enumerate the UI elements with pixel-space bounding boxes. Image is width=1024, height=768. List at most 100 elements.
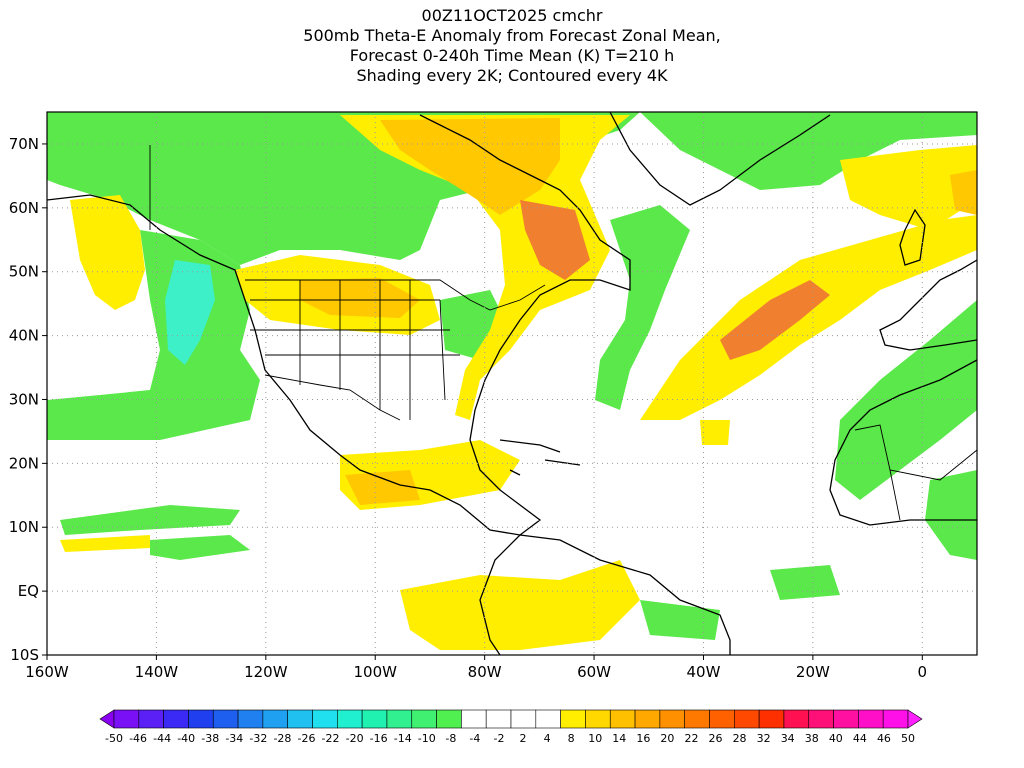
border-us-canada [245, 279, 546, 311]
colorbar-label: 16 [636, 732, 650, 745]
shade-gold-europe [950, 170, 977, 215]
colorbar-label: -26 [298, 732, 316, 745]
lat-tick-label: 50N [9, 263, 39, 281]
colorbar-swatch [411, 709, 437, 729]
coast-south-america-west [479, 534, 521, 655]
border-us-states [250, 280, 460, 420]
coast-south-america [519, 534, 731, 655]
lon-tick-label: 120W [244, 663, 288, 681]
grid-lines [47, 112, 977, 655]
lon-tick-label: 140W [135, 663, 179, 681]
title-field: 500mb Theta-E Anomaly from Forecast Zona… [303, 26, 721, 45]
colorbar-label: -10 [418, 732, 436, 745]
colorbar-swatch [212, 709, 239, 729]
colorbar-swatch [337, 709, 363, 729]
lat-tick-label: 20N [9, 454, 39, 472]
colorbar-swatch [436, 709, 462, 729]
shade-cyan-pacific [165, 260, 215, 365]
title-block: 00Z11OCT2025 cmchr 500mb Theta-E Anomaly… [0, 6, 1024, 86]
colorbar-label: 46 [877, 732, 891, 745]
shade-gold-canada [380, 118, 560, 215]
shade-green-sw-africa [925, 470, 977, 560]
colorbar-swatch [485, 709, 512, 729]
colorbar-label: 10 [588, 732, 602, 745]
lon-tick-label: 80W [468, 663, 502, 681]
title-forecast: Forecast 0-240h Time Mean (K) T=210 h [349, 46, 675, 65]
lon-tick-label: 100W [354, 663, 398, 681]
colorbar-swatch-high [907, 709, 923, 729]
colorbar-swatch [287, 709, 313, 729]
colorbar-swatch [882, 709, 909, 729]
colorbar-swatch [833, 709, 859, 729]
shade-green-tropics2 [150, 535, 250, 560]
coast-north-america [47, 114, 631, 536]
colorbar-label: 32 [757, 732, 771, 745]
colorbar-label: -38 [201, 732, 219, 745]
colorbar-label: 44 [853, 732, 867, 745]
colorbar-swatch [734, 709, 760, 729]
shade-yellow-europe [840, 145, 977, 230]
shade-yellow-pacific [70, 195, 145, 310]
colorbar-swatch-low [99, 709, 115, 729]
colorbar-label: 8 [568, 732, 575, 745]
shade-yellow-samerica [400, 560, 640, 650]
map-frame [46, 111, 978, 656]
colorbar-label: -20 [346, 732, 364, 745]
colorbar-swatch [237, 709, 264, 729]
coast-greenland [609, 112, 831, 206]
colorbar-label: -16 [370, 732, 388, 745]
shade-orange-canada [520, 200, 590, 280]
lon-tick-label: 40W [687, 663, 721, 681]
colorbar-label: 34 [781, 732, 795, 745]
colorbar-swatch [510, 709, 537, 729]
colorbar-label: 22 [684, 732, 698, 745]
lat-axis: 70N 60N 50N 40N 30N 20N 10N EQ 10S [9, 135, 47, 664]
colorbar-swatch [386, 709, 413, 729]
colorbar-swatch [659, 709, 685, 729]
colorbar-swatch [634, 709, 661, 729]
colorbar-label: 28 [733, 732, 747, 745]
colorbar-label: 26 [709, 732, 723, 745]
shade-green-africa [835, 300, 977, 500]
colorbar-label: -46 [129, 732, 147, 745]
colorbar-swatch [163, 709, 189, 729]
lon-tick-label: 0 [918, 663, 928, 681]
colorbar-label: 50 [901, 732, 915, 745]
shade-gold-mexico [345, 470, 420, 505]
colorbar-swatch [709, 709, 735, 729]
shade-green-tropics1 [60, 505, 240, 535]
lat-tick-label: 30N [9, 390, 39, 408]
lat-tick-label: 10N [9, 518, 39, 536]
colorbar-label: -14 [394, 732, 412, 745]
colorbar-label: -4 [469, 732, 480, 745]
colorbar-swatch [461, 709, 487, 729]
colorbar-swatch [808, 709, 834, 729]
coast-caribbean [499, 439, 581, 476]
colorbar: -50 -46 -44 -40 -38 -34 -32 -28 -26 -22 -20 -16 -14-… [99, 709, 923, 745]
colorbar-label: -44 [153, 732, 171, 745]
anomaly-shading [47, 112, 977, 650]
colorbar-label: -28 [273, 732, 291, 745]
political-borders [149, 145, 977, 521]
colorbar-swatch [262, 709, 288, 729]
colorbar-swatch [188, 709, 214, 729]
colorbar-label: -8 [445, 732, 456, 745]
colorbar-swatch [758, 709, 785, 729]
shade-gold-us [300, 278, 420, 318]
shade-green-amazon [640, 600, 720, 640]
colorbar-swatch [783, 709, 810, 729]
border-africa [854, 424, 977, 521]
title-run: 00Z11OCT2025 cmchr [421, 6, 603, 25]
lat-tick-label: 10S [10, 646, 39, 664]
coastlines [47, 112, 977, 655]
border-us-mexico [264, 374, 401, 421]
colorbar-label: -34 [225, 732, 243, 745]
colorbar-swatch [609, 709, 636, 729]
colorbar-label: 38 [805, 732, 819, 745]
lat-tick-label: 60N [9, 199, 39, 217]
lon-tick-label: 20W [796, 663, 830, 681]
colorbar-label: 4 [544, 732, 551, 745]
shade-yellow-tropics [60, 535, 150, 552]
title-shading: Shading every 2K; Contoured every 4K [356, 66, 668, 85]
